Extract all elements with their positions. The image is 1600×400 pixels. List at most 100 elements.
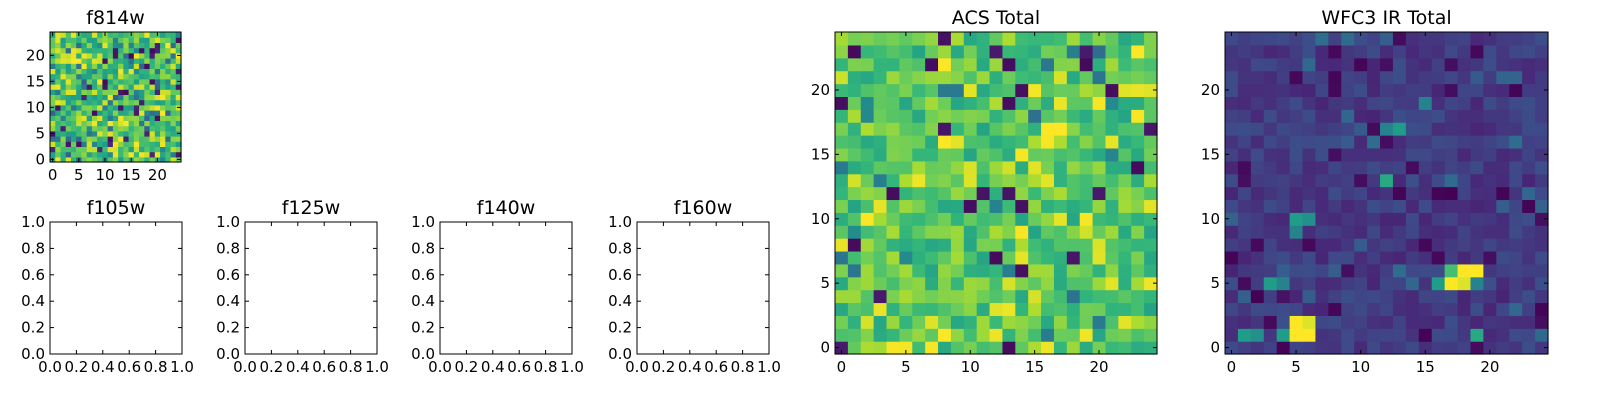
heatmap-cell xyxy=(1535,225,1549,239)
heatmap-cell xyxy=(60,156,67,163)
heatmap-cell xyxy=(133,156,140,163)
heatmap-cell xyxy=(1328,289,1342,304)
heatmap-cell xyxy=(1289,83,1304,97)
heatmap-cell xyxy=(899,328,913,342)
heatmap-cell xyxy=(118,115,124,121)
heatmap-cell xyxy=(1053,238,1068,252)
heatmap-cell xyxy=(1263,173,1278,188)
heatmap-cell xyxy=(1405,109,1420,123)
heatmap-cell xyxy=(112,42,119,49)
heatmap-cell xyxy=(925,238,939,252)
heatmap-cell xyxy=(70,99,77,106)
heatmap-cell xyxy=(1118,225,1132,239)
heatmap-cell xyxy=(65,68,72,75)
heatmap-cell xyxy=(165,151,172,158)
heatmap-cell xyxy=(50,73,56,80)
heatmap-cell xyxy=(1028,122,1042,136)
heatmap-cell xyxy=(1380,328,1394,342)
heatmap-cell xyxy=(925,276,939,291)
heatmap-cell xyxy=(1118,289,1132,304)
x-tick-label: 15 xyxy=(1025,358,1044,376)
heatmap-cell xyxy=(112,73,119,80)
heatmap-cell xyxy=(1367,225,1381,239)
heatmap-cell xyxy=(1341,250,1355,265)
heatmap-cell xyxy=(1263,122,1278,136)
heatmap-cell xyxy=(1105,199,1119,213)
heatmap-cell xyxy=(1535,109,1549,123)
heatmap-cell xyxy=(70,130,77,137)
heatmap-cell xyxy=(899,302,913,316)
heatmap-cell xyxy=(1354,199,1368,213)
heatmap-cell xyxy=(65,94,72,101)
heatmap-cell xyxy=(1053,328,1068,342)
y-tick-label: 0.8 xyxy=(608,239,632,257)
y-tick-label: 1.0 xyxy=(21,213,45,231)
heatmap-cell xyxy=(1015,96,1029,110)
heatmap-cell xyxy=(1118,250,1132,265)
heatmap-cell xyxy=(1328,186,1342,201)
heatmap-cell xyxy=(1418,212,1433,226)
heatmap-cell xyxy=(102,52,109,59)
heatmap-cell xyxy=(1431,83,1446,97)
axes-background xyxy=(440,222,572,354)
heatmap-cell xyxy=(1496,109,1510,123)
heatmap-cell xyxy=(160,94,166,101)
heatmap-cell xyxy=(1341,289,1355,304)
heatmap-cell xyxy=(1496,83,1510,97)
heatmap-cell xyxy=(1289,263,1304,278)
heatmap-cell xyxy=(123,99,130,106)
heatmap-cell xyxy=(1079,315,1094,329)
heatmap-cell xyxy=(1431,57,1446,72)
x-tick-label: 0.8 xyxy=(731,358,755,376)
heatmap-cell xyxy=(1483,276,1497,291)
heatmap-cell xyxy=(81,73,88,80)
heatmap-cell xyxy=(1522,57,1536,72)
heatmap-cell xyxy=(1341,83,1355,97)
heatmap-cell xyxy=(1066,315,1081,329)
heatmap-cell xyxy=(1237,44,1252,59)
heatmap-cell xyxy=(91,58,98,64)
y-tick-label: 0.0 xyxy=(411,345,435,363)
heatmap-cell xyxy=(1053,276,1068,291)
heatmap-cell xyxy=(886,238,900,252)
heatmap-cell xyxy=(847,250,862,265)
heatmap-cell xyxy=(976,186,991,201)
heatmap-cell xyxy=(1302,238,1317,252)
heatmap-cell xyxy=(1496,315,1510,329)
heatmap-cell xyxy=(91,99,98,106)
heatmap-cell xyxy=(1496,289,1510,304)
heatmap-cell xyxy=(950,341,965,355)
heatmap-cell xyxy=(1028,263,1042,278)
heatmap-cell xyxy=(899,147,913,162)
heatmap-cell xyxy=(1392,96,1407,110)
heatmap-cell xyxy=(1015,57,1029,72)
heatmap-cell xyxy=(1092,199,1107,213)
heatmap-cell xyxy=(963,263,978,278)
heatmap-cell xyxy=(1328,83,1342,97)
heatmap-cell xyxy=(1002,57,1016,72)
heatmap-cell xyxy=(1483,225,1497,239)
heatmap-cell xyxy=(1367,173,1381,188)
heatmap-cell xyxy=(1328,238,1342,252)
heatmap-cell xyxy=(55,115,62,121)
heatmap-cell xyxy=(1418,315,1433,329)
heatmap-cell xyxy=(70,32,77,38)
heatmap-cell xyxy=(1470,96,1484,110)
heatmap-cell xyxy=(1315,238,1329,252)
heatmap-cell xyxy=(1105,160,1119,175)
heatmap-cell xyxy=(1367,32,1381,46)
heatmap-cell xyxy=(1367,96,1381,110)
heatmap-cell xyxy=(1263,289,1278,304)
heatmap-cell xyxy=(55,84,62,90)
heatmap-cell xyxy=(1144,44,1158,59)
heatmap-cell xyxy=(1079,263,1094,278)
heatmap-cell xyxy=(1431,302,1446,316)
heatmap-cell xyxy=(1315,328,1329,342)
panel-3: 0.0 0.2 0.4 0.6 0.8 1.00.00.20.40.60.81.0f140… xyxy=(411,197,584,376)
heatmap-cell xyxy=(1522,263,1536,278)
heatmap-cell xyxy=(1354,70,1368,85)
heatmap-cell xyxy=(835,147,849,162)
heatmap-cell xyxy=(118,146,124,153)
heatmap-cell xyxy=(118,89,124,95)
heatmap-cell xyxy=(1509,109,1523,123)
